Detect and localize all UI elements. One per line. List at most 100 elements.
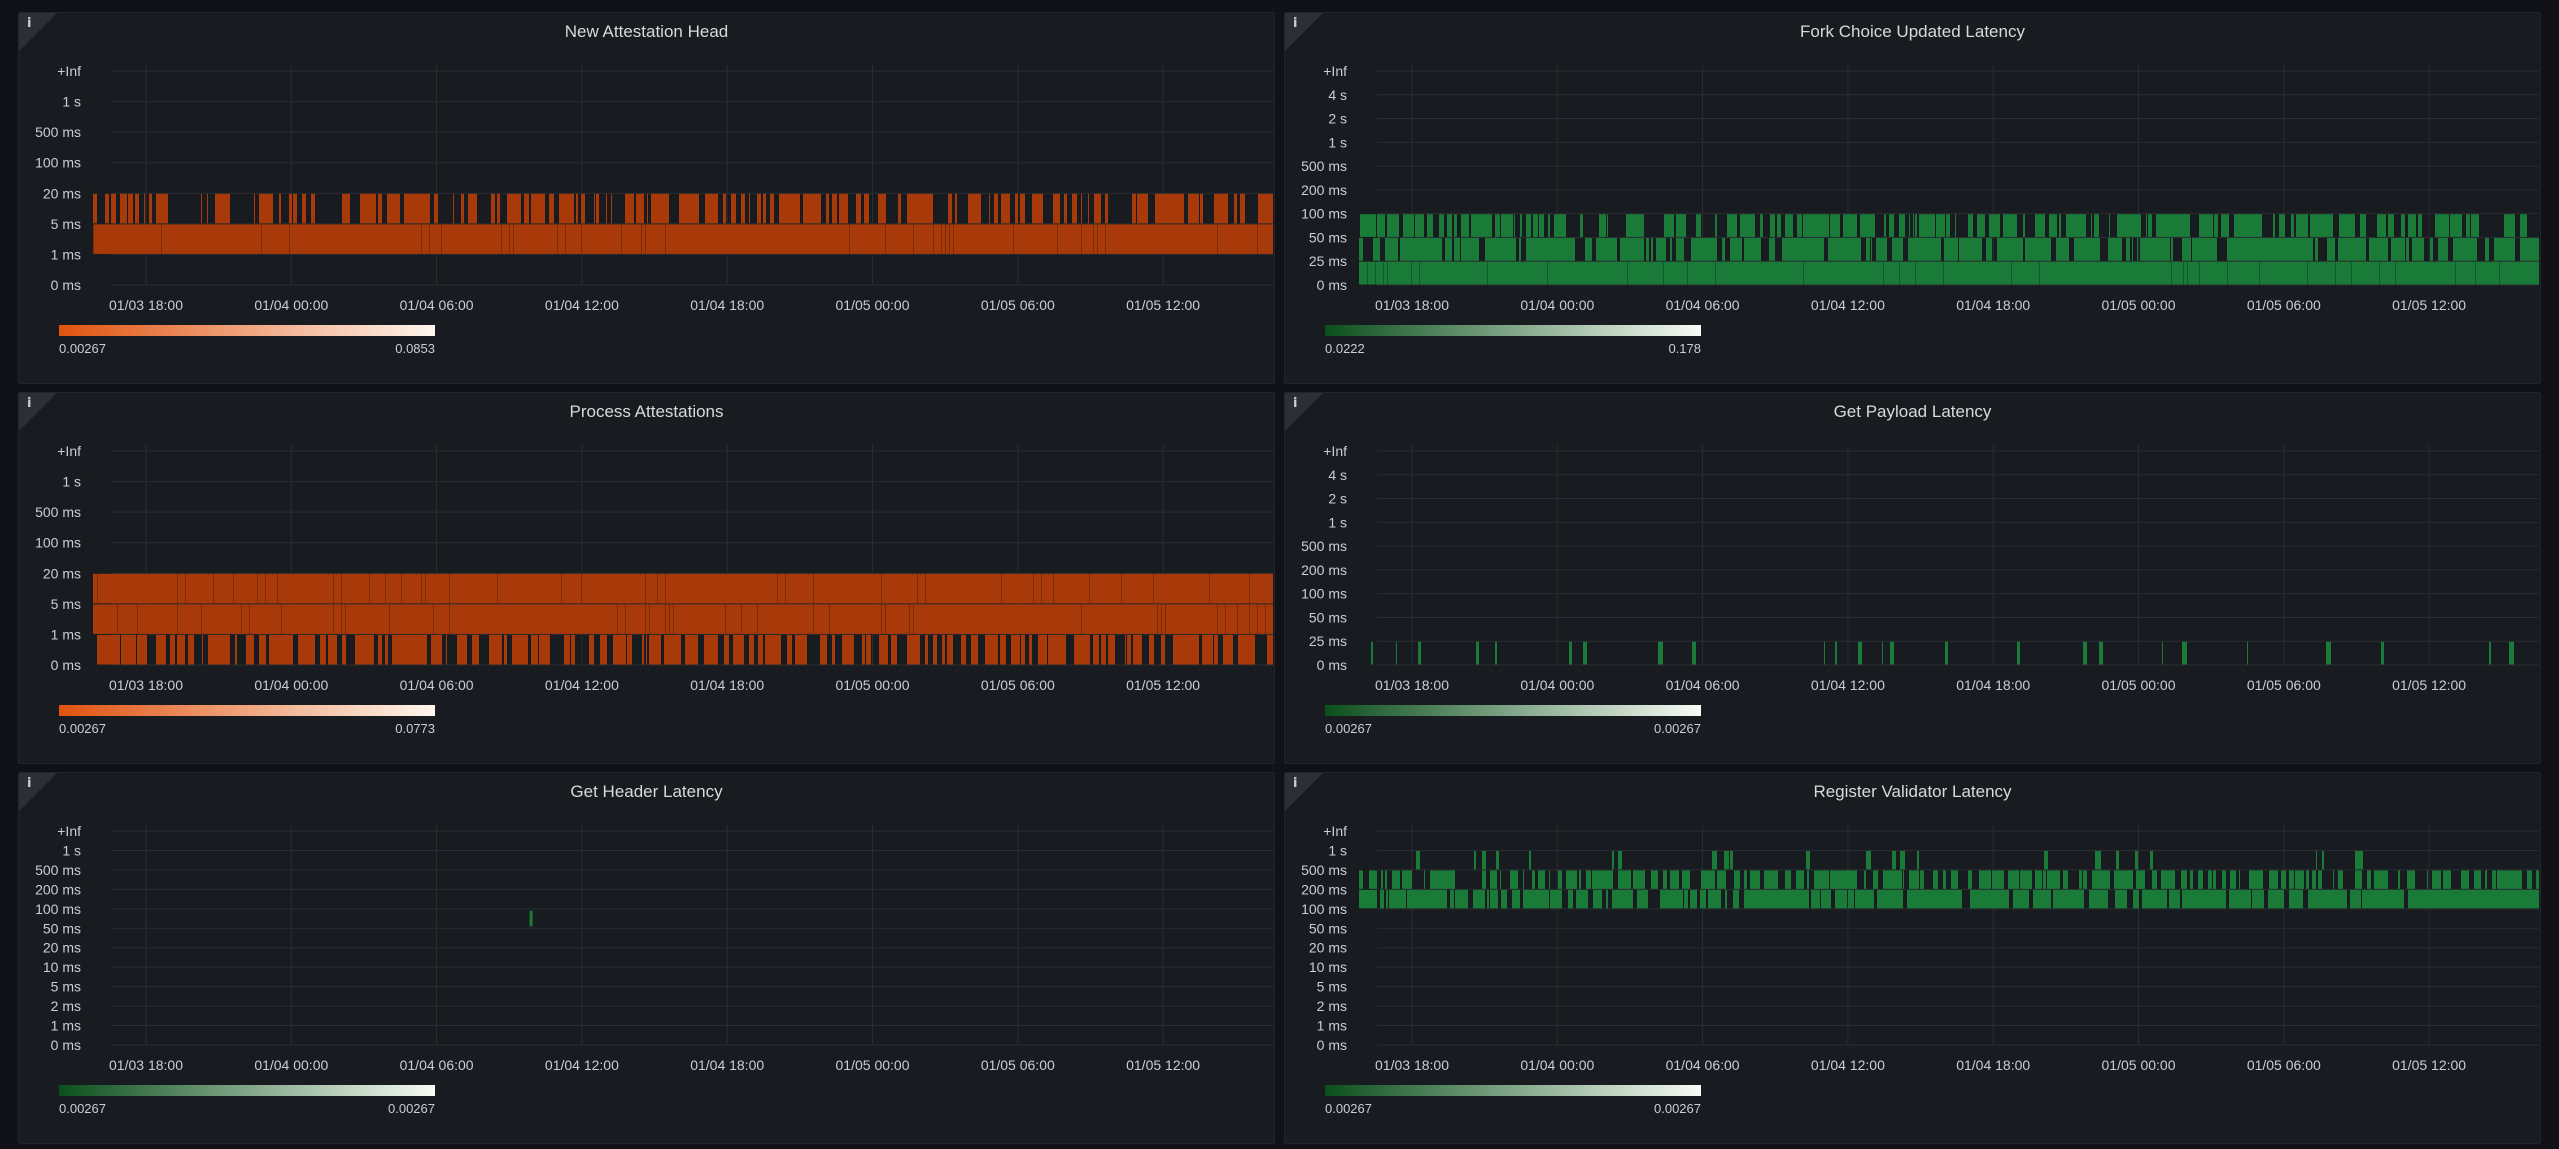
- heatmap-cell: [1922, 870, 1923, 889]
- heatmap-cell: [1928, 889, 1933, 909]
- heatmap-cell: [1812, 889, 1814, 909]
- heatmap-cell: [137, 634, 139, 665]
- heatmap-cell: [2257, 889, 2260, 909]
- heatmap-cell: [2280, 889, 2283, 909]
- heatmap-cell: [1810, 214, 1815, 237]
- heatmap-cell: [2049, 870, 2053, 889]
- heatmap-cell: [804, 634, 807, 665]
- panel-get-payload-latency[interactable]: i Get Payload Latency 0 ms 25 ms 50 ms 100 …: [1284, 392, 2541, 764]
- heatmap-cell: [2013, 214, 2017, 237]
- heatmap-cell: [1901, 889, 1903, 909]
- heatmap-cell: [2378, 870, 2383, 889]
- info-icon[interactable]: i: [1293, 16, 1298, 31]
- heatmap-cell: [1555, 237, 1557, 261]
- heatmap-cell: [1482, 870, 1484, 889]
- heatmap-cell: [559, 193, 563, 224]
- heatmap-cell: [1537, 237, 1539, 261]
- heatmap-cell: [1585, 889, 1588, 909]
- y-tick-label: 500 ms: [35, 862, 81, 878]
- heatmap-cell: [2008, 870, 2009, 889]
- heatmap-cell: [1487, 889, 1489, 909]
- heatmap-cell: [2183, 214, 2186, 237]
- heatmap-cell: [653, 634, 657, 665]
- heatmap-cell: [1547, 889, 1548, 909]
- panel-get-header-latency[interactable]: i Get Header Latency 0 ms 1 ms 2 ms 5 ms 10 …: [18, 772, 1275, 1144]
- panel-new-attestation-head[interactable]: i New Attestation Head 0 ms 1 ms 5 ms 20 ms…: [18, 12, 1275, 384]
- heatmap-cell: [512, 634, 513, 665]
- heatmap-cell: [1745, 237, 1746, 261]
- heatmap-cell: [1251, 634, 1252, 665]
- heatmap-cell: [1539, 214, 1544, 237]
- heatmap-cell: [2338, 870, 2340, 889]
- heatmap-cell: [777, 634, 781, 665]
- heatmap-cell: [654, 193, 657, 224]
- heatmap-cell: [2004, 237, 2007, 261]
- panel-register-validator-latency[interactable]: i Register Validator Latency 0 ms 1 ms 2 m…: [1284, 772, 2541, 1144]
- heatmap-cell: [2520, 237, 2522, 261]
- heatmap-cell: [1463, 237, 1465, 261]
- heatmap-cell: [2227, 237, 2229, 261]
- heatmap-cell: [898, 193, 901, 224]
- heatmap-cell: [1396, 889, 1399, 909]
- heatmap-cell: [2103, 870, 2108, 889]
- heatmap-cell: [2445, 237, 2448, 261]
- heatmap-cell: [1892, 214, 1894, 237]
- info-icon[interactable]: i: [27, 16, 32, 31]
- x-tick-label: 01/04 12:00: [1811, 1057, 1885, 1073]
- panel-fork-choice-updated-latency[interactable]: i Fork Choice Updated Latency 0 ms 25 ms 5…: [1284, 12, 2541, 384]
- heatmap-cell: [1419, 261, 1420, 285]
- heatmap-cell: [1990, 237, 1992, 261]
- heatmap-cell: [1628, 889, 1633, 909]
- heatmap-cell: [611, 193, 612, 224]
- heatmap-cell: [2162, 889, 2167, 909]
- heatmap-cell: [1933, 237, 1935, 261]
- panel-process-attestations[interactable]: i Process Attestations 0 ms 1 ms 5 ms 20 ms…: [18, 392, 1275, 764]
- heatmap-cell: [886, 634, 888, 665]
- heatmap-cell: [1020, 193, 1021, 224]
- heatmap-cell: [2064, 237, 2069, 261]
- heatmap-cell: [1413, 237, 1418, 261]
- heatmap-cell: [2136, 870, 2140, 889]
- heatmap-cell: [1257, 604, 1258, 634]
- heatmap-cell: [1811, 889, 1812, 909]
- info-icon[interactable]: i: [1293, 776, 1298, 791]
- heatmap-cell: [2174, 214, 2179, 237]
- heatmap-cell: [2501, 870, 2502, 889]
- color-legend: 0.00267 0.00267: [1325, 705, 1701, 736]
- heatmap-cell: [286, 634, 290, 665]
- heatmap-cell: [156, 193, 160, 224]
- info-icon[interactable]: i: [27, 396, 32, 411]
- info-icon[interactable]: i: [1293, 396, 1298, 411]
- heatmap-cell: [412, 193, 414, 224]
- heatmap-cell: [1755, 889, 1758, 909]
- heatmap-cell: [1755, 870, 1760, 889]
- heatmap-cell: [2450, 870, 2451, 889]
- heatmap-cell: [884, 193, 886, 224]
- heatmap-cell: [865, 193, 869, 224]
- heatmap-cell: [2520, 214, 2523, 237]
- x-tick-label: 01/04 00:00: [1520, 677, 1594, 693]
- heatmap-cell: [494, 634, 498, 665]
- heatmap-cell: [333, 604, 334, 634]
- heatmap-cell: [1081, 604, 1082, 634]
- info-icon[interactable]: i: [27, 776, 32, 791]
- heatmap-cell: [1923, 870, 1924, 889]
- heatmap-cell: [1539, 889, 1543, 909]
- x-tick-label: 01/04 18:00: [1956, 1057, 2030, 1073]
- heatmap-cell: [1214, 634, 1218, 665]
- heatmap-cell: [2009, 214, 2012, 237]
- heatmap-cell: [1919, 214, 1920, 237]
- heatmap-cell: [201, 604, 202, 634]
- heatmap-cell: [1744, 889, 1747, 909]
- heatmap-cell: [345, 604, 346, 634]
- heatmap-cell: [1807, 214, 1810, 237]
- heatmap-cell: [1419, 237, 1421, 261]
- heatmap-cell: [2418, 214, 2421, 237]
- y-tick-label: 20 ms: [1309, 940, 1347, 956]
